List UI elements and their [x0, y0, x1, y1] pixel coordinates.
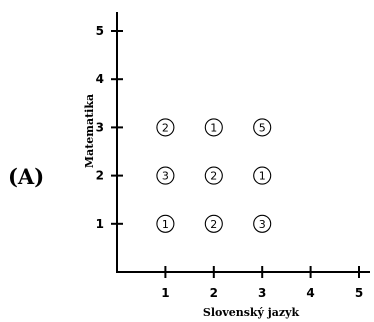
y-tick-label: 4	[96, 72, 104, 86]
data-point-label: 2	[210, 218, 217, 231]
axes	[116, 12, 370, 273]
data-point-label: 5	[259, 121, 266, 134]
x-tick-label: 3	[258, 286, 266, 300]
data-points: 2 1 5 3 2 1 1 2 3	[156, 118, 272, 233]
y-tick-label: 2	[96, 169, 104, 183]
data-point-label: 1	[210, 121, 217, 134]
y-tick-label: 5	[96, 24, 104, 38]
data-point-marker	[156, 118, 175, 137]
x-ticks: 1 2 3 4 5	[161, 266, 363, 300]
data-point-label: 1	[259, 170, 266, 183]
panel-label: (A)	[8, 164, 44, 189]
y-axis-label: Matematika	[83, 94, 96, 168]
data-point-marker	[156, 166, 175, 185]
data-point-marker	[156, 214, 175, 233]
y-tick-label: 1	[96, 217, 104, 231]
data-point-label: 1	[162, 218, 169, 231]
x-axis-label: Slovenský jazyk	[203, 306, 300, 319]
x-tick-label: 1	[161, 286, 169, 300]
data-point-label: 3	[162, 170, 169, 183]
data-point-marker	[253, 166, 272, 185]
data-point-label: 3	[259, 218, 266, 231]
y-ticks: 1 2 3 4 5	[96, 24, 123, 231]
y-tick-label: 3	[96, 120, 104, 134]
data-point-marker	[204, 166, 223, 185]
data-point-marker	[253, 118, 272, 137]
x-tick-label: 4	[306, 286, 314, 300]
x-tick-label: 5	[355, 286, 363, 300]
x-tick-label: 2	[210, 286, 218, 300]
data-point-label: 2	[210, 170, 217, 183]
data-point-label: 2	[162, 121, 169, 134]
data-point-marker	[253, 214, 272, 233]
data-point-marker	[204, 118, 223, 137]
data-point-marker	[204, 214, 223, 233]
